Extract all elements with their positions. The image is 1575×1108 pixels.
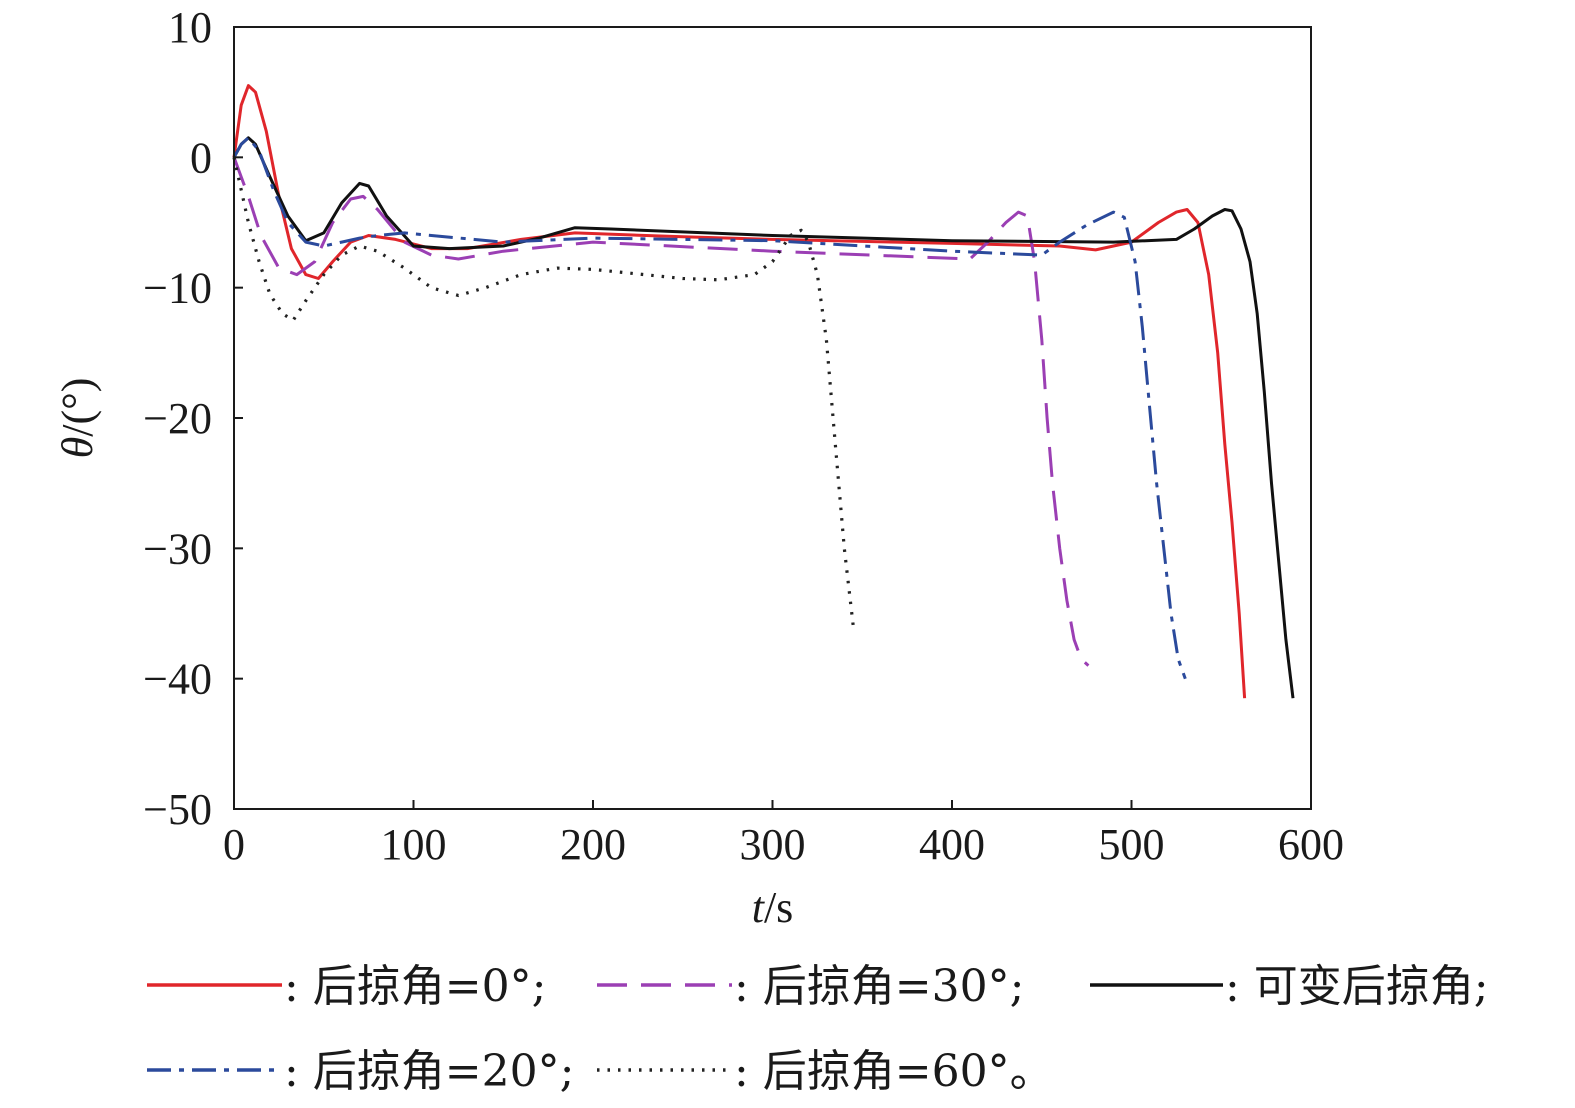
y-axis-label-unit: /(°) [53,378,102,437]
legend-label-5: : 后掠角=60°。 [734,1046,1054,1097]
legend-label-3: : 可变后掠角; [1225,961,1489,1012]
y-tick-label: 0 [190,133,212,182]
legend: : 后掠角=0°; : 后掠角=30°; : 可变后掠角; : 后掠角=20°; : 后… [147,961,1489,1097]
legend-label-1: : 后掠角=0°; [284,961,547,1012]
x-tick-label: 500 [1099,820,1165,869]
series-layer [232,84,1295,699]
y-tick-label: −40 [143,655,212,704]
x-tick-label: 100 [381,820,447,869]
x-tick-label: 400 [919,820,985,869]
y-axis-label-var: θ [53,437,102,459]
x-axis-label-var: t [752,883,766,932]
series-line-3 [232,136,1295,699]
x-tick-label: 600 [1278,820,1344,869]
y-tick-label: −10 [143,264,212,313]
series-line-2 [232,156,1090,667]
x-tick-label: 200 [560,820,626,869]
y-tick-label: 10 [168,3,212,52]
y-axis-label: θ/(°) [53,378,102,459]
x-axis-label-unit: /s [764,883,793,932]
x-tick-label: 300 [740,820,806,869]
y-tick-label: −50 [143,785,212,834]
y-tick-label: −30 [143,524,212,573]
series-line-1 [232,84,1247,699]
series-line-4 [232,136,1187,680]
legend-label-4: : 后掠角=20°; [284,1046,575,1097]
x-axis-label: t/s [752,883,794,932]
y-tick-label: −20 [143,394,212,443]
x-tick-label: 0 [223,820,245,869]
legend-label-2: : 后掠角=30°; [734,961,1025,1012]
